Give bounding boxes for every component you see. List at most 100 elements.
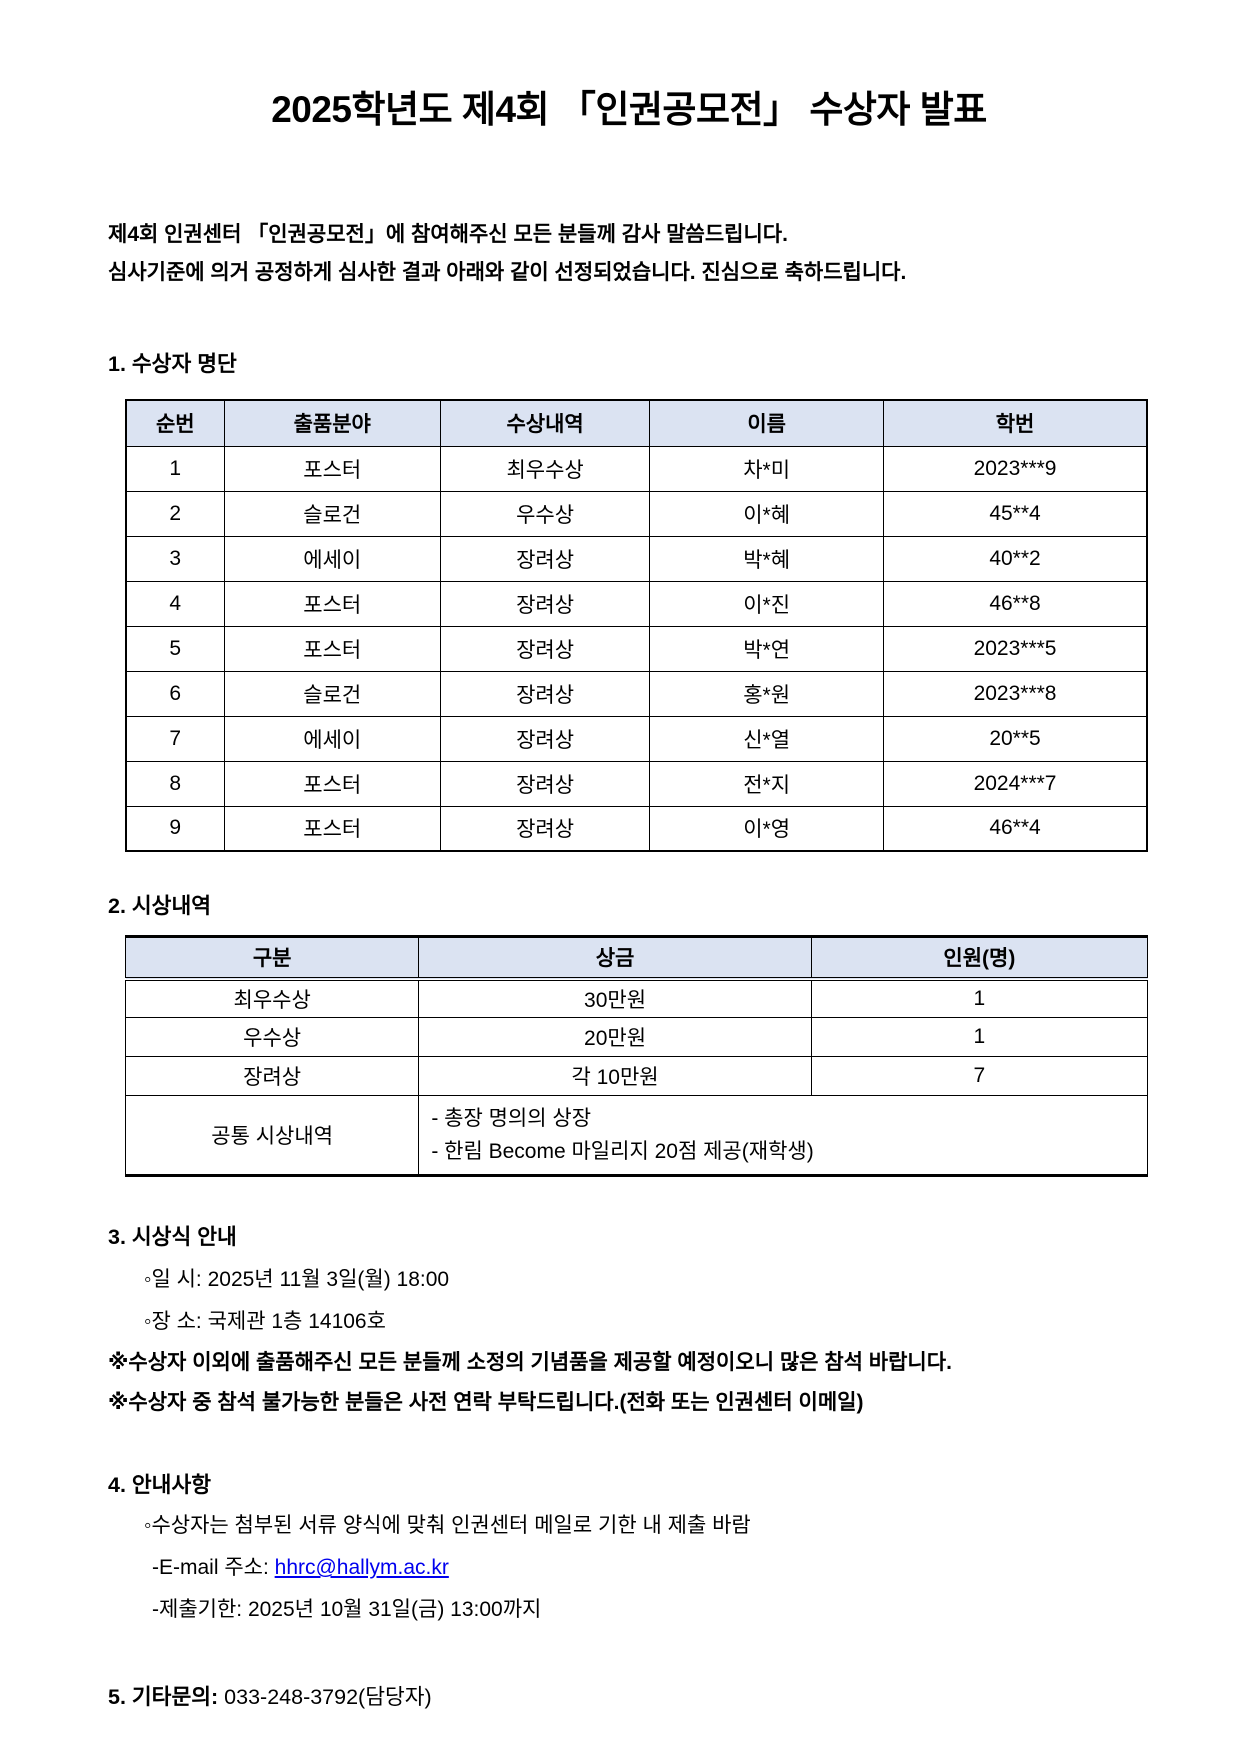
ceremony-place-line: ◦장 소: 국제관 1층 14106호 xyxy=(144,1310,386,1333)
section-5-heading: 5. 기타문의: 033-248-3792(담당자) xyxy=(108,1683,1150,1711)
submission-instruction-line: ◦수상자는 첨부된 서류 양식에 맞춰 인권센터 메일로 기한 내 제출 바람 xyxy=(144,1514,751,1537)
winners-header-award: 수상내역 xyxy=(439,399,651,447)
award-count: 7 xyxy=(810,1056,1149,1096)
winner-field: 포스터 xyxy=(223,805,441,852)
winner-row: 2 슬로건 우수상 이*혜 45**4 xyxy=(125,490,1148,537)
winner-student-id: 46**4 xyxy=(883,805,1148,852)
winner-name: 이*영 xyxy=(649,805,885,852)
intro-paragraph: 제4회 인권센터 「인권공모전」에 참여해주신 모든 분들께 감사 말씀드립니다… xyxy=(108,216,1150,292)
winner-row: 7 에세이 장려상 신*열 20**5 xyxy=(125,715,1148,762)
winners-header-field: 출품분야 xyxy=(223,399,441,447)
winner-award: 장려상 xyxy=(439,625,651,672)
winner-student-id: 2023***5 xyxy=(883,625,1148,672)
award-count: 1 xyxy=(810,1017,1149,1057)
winner-field: 포스터 xyxy=(223,580,441,627)
winner-no: 1 xyxy=(125,445,225,492)
award-common-label: 공통 시상내역 xyxy=(124,1095,420,1176)
award-category: 장려상 xyxy=(124,1056,420,1096)
winners-header-no: 순번 xyxy=(125,399,225,447)
winner-name: 이*진 xyxy=(649,580,885,627)
winner-award: 장려상 xyxy=(439,760,651,807)
winner-name: 박*연 xyxy=(649,625,885,672)
winner-student-id: 45**4 xyxy=(883,490,1148,537)
page-title: 2025학년도 제4회 「인권공모전」 수상자 발표 xyxy=(271,89,987,130)
award-category: 우수상 xyxy=(124,1017,420,1057)
ceremony-date-line: ◦일 시: 2025년 11월 3일(월) 18:00 xyxy=(144,1268,450,1291)
awards-table: 구분 상금 인원(명) 최우수상 30만원 1 우수상 20만원 1 장려상 xyxy=(124,935,1149,1177)
award-prize: 20만원 xyxy=(418,1017,812,1057)
section-1-heading: 1. 수상자 명단 xyxy=(108,352,237,376)
award-common-line-2: - 한림 Become 마일리지 20점 제공(재학생) xyxy=(431,1140,814,1163)
email-label: -E-mail 주소: xyxy=(152,1556,275,1579)
email-line: -E-mail 주소: hhrc@hallym.ac.kr xyxy=(152,1547,1150,1589)
email-link[interactable]: hhrc@hallym.ac.kr xyxy=(274,1556,449,1579)
award-common-line-1: - 총장 명의의 상장 xyxy=(431,1107,592,1130)
winner-no: 2 xyxy=(125,490,225,537)
winner-student-id: 2024***7 xyxy=(883,760,1148,807)
winner-field: 포스터 xyxy=(223,625,441,672)
award-category: 최우수상 xyxy=(124,978,420,1018)
award-common-row: 공통 시상내역 - 총장 명의의 상장 - 한림 Become 마일리지 20점… xyxy=(124,1095,1148,1176)
award-count: 1 xyxy=(810,978,1149,1018)
document-content: 2025학년도 제4회 「인권공모전」 수상자 발표 제4회 인권센터 「인권공… xyxy=(108,89,1150,1711)
winner-field: 에세이 xyxy=(223,715,441,762)
winner-no: 4 xyxy=(125,580,225,627)
ceremony-note-2: ※수상자 중 참석 불가능한 분들은 사전 연락 부탁드립니다.(전화 또는 인… xyxy=(108,1391,864,1414)
award-row: 최우수상 30만원 1 xyxy=(124,978,1149,1018)
award-prize: 30만원 xyxy=(418,978,812,1018)
winner-name: 신*열 xyxy=(649,715,885,762)
winner-field: 포스터 xyxy=(223,445,441,492)
contact-phone: 033-248-3792(담당자) xyxy=(218,1685,432,1709)
winner-award: 장려상 xyxy=(439,535,651,582)
section-3-heading: 3. 시상식 안내 xyxy=(108,1225,237,1249)
awards-header-category: 구분 xyxy=(124,936,420,981)
winner-name: 박*혜 xyxy=(649,535,885,582)
winner-award: 우수상 xyxy=(439,490,651,537)
winner-no: 3 xyxy=(125,535,225,582)
award-prize: 각 10만원 xyxy=(418,1056,812,1096)
winner-name: 이*혜 xyxy=(649,490,885,537)
winner-no: 7 xyxy=(125,715,225,762)
intro-line-1: 제4회 인권센터 「인권공모전」에 참여해주신 모든 분들께 감사 말씀드립니다… xyxy=(108,223,788,246)
winners-header-student-id: 학번 xyxy=(883,399,1148,447)
winner-student-id: 2023***8 xyxy=(883,670,1148,717)
winner-student-id: 2023***9 xyxy=(883,445,1148,492)
winner-award: 최우수상 xyxy=(439,445,651,492)
winner-name: 전*지 xyxy=(649,760,885,807)
award-row: 장려상 각 10만원 7 xyxy=(124,1056,1149,1096)
winner-no: 8 xyxy=(125,760,225,807)
winners-table: 순번 출품분야 수상내역 이름 학번 1 포스터 최우수상 차*미 2023**… xyxy=(125,399,1148,852)
award-row: 우수상 20만원 1 xyxy=(124,1017,1149,1057)
winner-row: 4 포스터 장려상 이*진 46**8 xyxy=(125,580,1148,627)
awards-header-count: 인원(명) xyxy=(810,936,1149,981)
winner-row: 1 포스터 최우수상 차*미 2023***9 xyxy=(125,445,1148,492)
deadline-line: -제출기한: 2025년 10월 31일(금) 13:00까지 xyxy=(152,1598,542,1621)
winner-award: 장려상 xyxy=(439,715,651,762)
section-2-heading: 2. 시상내역 xyxy=(108,894,212,918)
winner-row: 9 포스터 장려상 이*영 46**4 xyxy=(125,805,1148,852)
winner-row: 5 포스터 장려상 박*연 2023***5 xyxy=(125,625,1148,672)
winner-no: 9 xyxy=(125,805,225,852)
winner-student-id: 40**2 xyxy=(883,535,1148,582)
winner-no: 6 xyxy=(125,670,225,717)
winner-row: 3 에세이 장려상 박*혜 40**2 xyxy=(125,535,1148,582)
winner-field: 슬로건 xyxy=(223,670,441,717)
winner-field: 에세이 xyxy=(223,535,441,582)
section-3-body: ◦일 시: 2025년 11월 3일(월) 18:00 ◦장 소: 국제관 1층… xyxy=(108,1259,1150,1423)
contact-label: 5. 기타문의: xyxy=(108,1685,219,1709)
winner-row: 6 슬로건 장려상 홍*원 2023***8 xyxy=(125,670,1148,717)
ceremony-note-1: ※수상자 이외에 출품해주신 모든 분들께 소정의 기념품을 제공할 예정이오니… xyxy=(108,1351,952,1374)
winner-award: 장려상 xyxy=(439,805,651,852)
winner-award: 장려상 xyxy=(439,580,651,627)
winners-header-row: 순번 출품분야 수상내역 이름 학번 xyxy=(125,399,1148,447)
awards-header-row: 구분 상금 인원(명) xyxy=(124,936,1149,981)
section-4-body: ◦수상자는 첨부된 서류 양식에 맞춰 인권센터 메일로 기한 내 제출 바람 … xyxy=(108,1505,1150,1631)
winner-field: 포스터 xyxy=(223,760,441,807)
winner-name: 차*미 xyxy=(649,445,885,492)
intro-line-2: 심사기준에 의거 공정하게 심사한 결과 아래와 같이 선정되었습니다. 진심으… xyxy=(108,261,907,284)
winner-no: 5 xyxy=(125,625,225,672)
winners-header-name: 이름 xyxy=(649,399,885,447)
winner-student-id: 20**5 xyxy=(883,715,1148,762)
winner-name: 홍*원 xyxy=(649,670,885,717)
